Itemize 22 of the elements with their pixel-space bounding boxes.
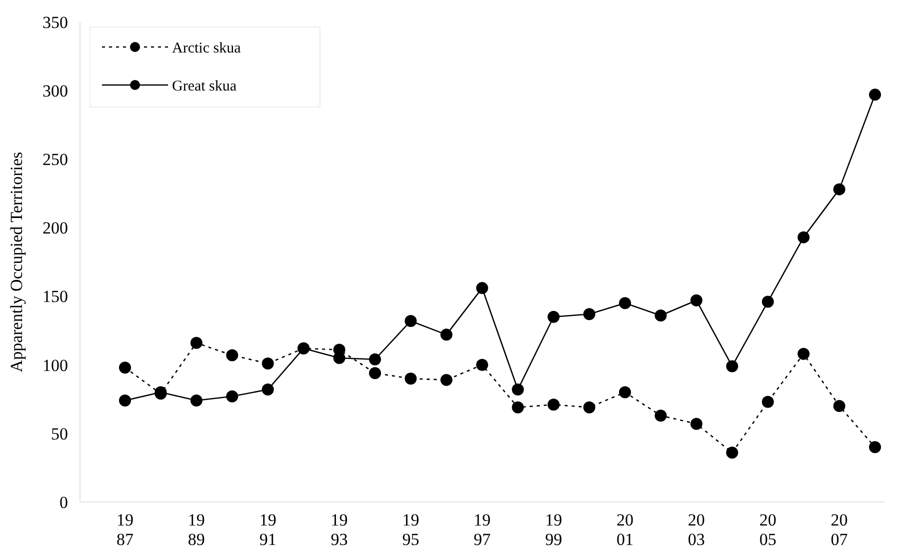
x-tick-label: 19 87 [116, 510, 134, 549]
y-axis-title: Apparently Occupied Territories [7, 152, 26, 372]
x-tick-label: 19 99 [545, 510, 562, 549]
y-tick-label: 50 [51, 424, 68, 444]
x-tick-label: 19 89 [188, 510, 205, 549]
y-tick-label: 300 [42, 82, 68, 101]
x-tick-label: 20 05 [759, 510, 776, 549]
x-tick-label: 20 03 [688, 510, 705, 549]
x-tick-label: 19 91 [259, 510, 276, 549]
x-tick-label: 19 93 [330, 510, 348, 549]
x-tick-label: 20 07 [830, 510, 848, 549]
y-tick-label: 0 [60, 492, 68, 512]
y-tick-label: 250 [42, 150, 68, 170]
legend-label: Arctic skua [172, 40, 242, 56]
legend-label: Great skua [172, 78, 237, 94]
y-tick-label: 200 [42, 218, 68, 238]
x-tick-label: 19 95 [402, 510, 420, 549]
x-tick-label: 20 01 [616, 510, 634, 549]
x-tick-label: 19 97 [474, 510, 492, 549]
y-tick-label: 150 [42, 287, 68, 306]
y-tick-label: 100 [42, 356, 68, 375]
y-tick-label: 350 [42, 12, 68, 32]
